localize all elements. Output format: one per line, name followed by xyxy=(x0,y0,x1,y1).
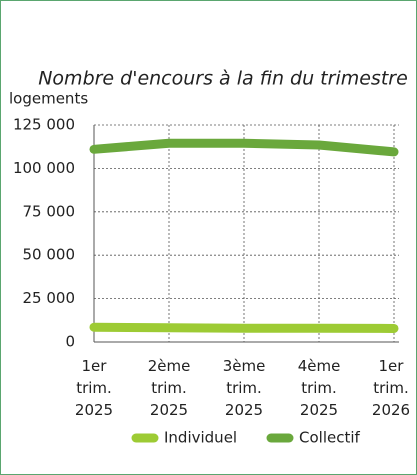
y-tick-label: 75 000 xyxy=(23,202,76,220)
legend-label: Collectif xyxy=(299,429,361,447)
x-tick-label: 1er trim. 2026 xyxy=(371,357,411,419)
y-axis-label: logements xyxy=(9,90,88,108)
x-tick-label: 4ème trim. 2025 xyxy=(297,357,341,419)
series-line xyxy=(89,322,399,333)
x-tick-label: 2ème trim. 2025 xyxy=(147,357,191,419)
y-tick-label: 50 000 xyxy=(23,246,76,264)
y-tick-label: 0 xyxy=(65,333,75,351)
x-tick-label: 3ème trim. 2025 xyxy=(222,357,266,419)
chart-title: Nombre d'encours à la fin du trimestre xyxy=(38,68,408,90)
y-tick-label: 125 000 xyxy=(13,116,75,134)
x-tick-label: 1er trim. 2025 xyxy=(74,357,114,419)
y-tick-label: 100 000 xyxy=(13,159,75,177)
legend-label: Individuel xyxy=(164,429,237,447)
y-tick-label: 25 000 xyxy=(23,289,76,307)
series-line xyxy=(89,138,399,157)
